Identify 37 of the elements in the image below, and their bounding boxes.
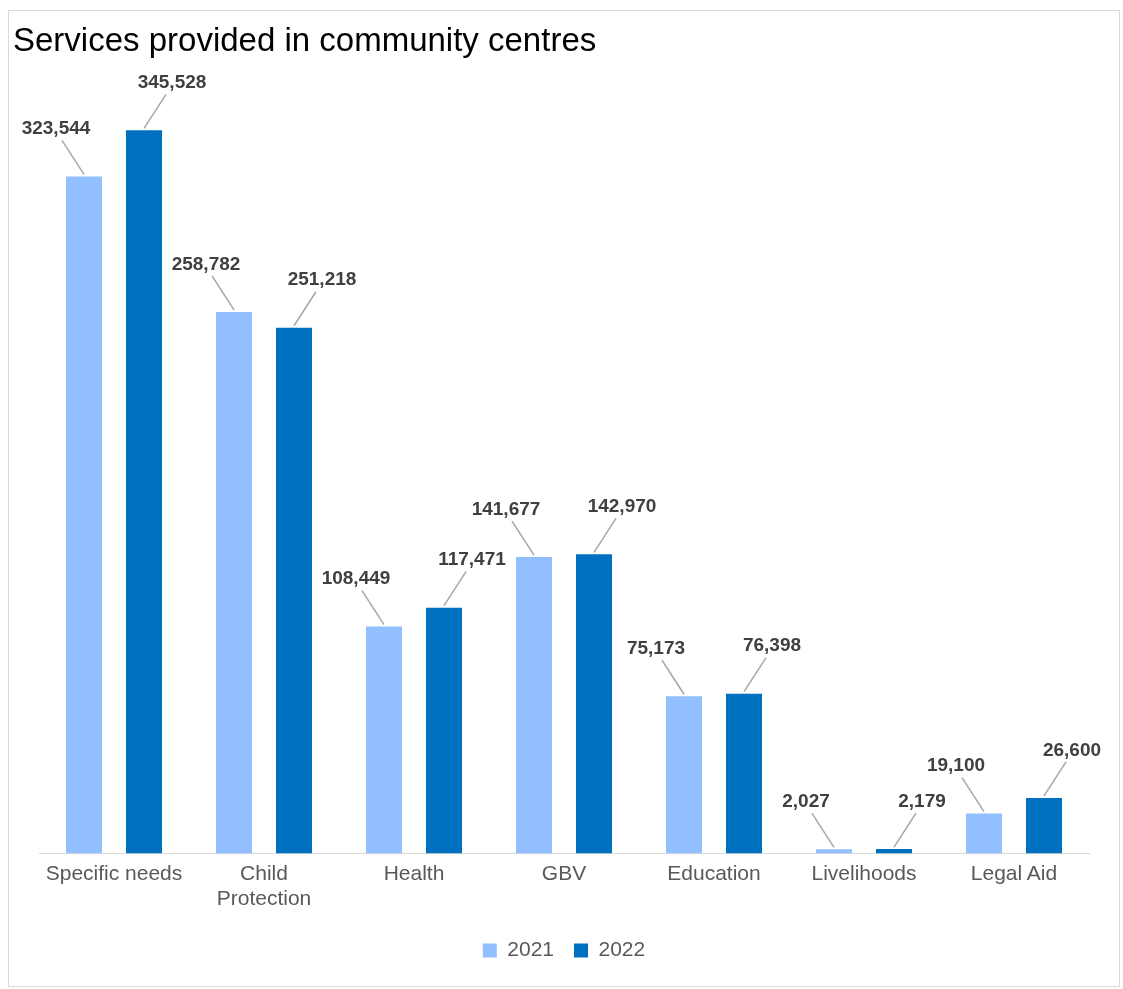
bar <box>666 696 702 854</box>
data-label: 141,677 <box>471 497 541 519</box>
bar <box>1026 797 1062 854</box>
x-tick-label: Livelihoods <box>811 861 917 884</box>
data-label: 117,471 <box>438 548 507 570</box>
data-label: 76,398 <box>742 634 802 656</box>
data-label: 75,173 <box>626 636 686 658</box>
x-tick-label: Child Protection <box>216 861 312 910</box>
bar <box>966 813 1002 854</box>
x-tick-label: Education <box>667 861 761 884</box>
data-label: 142,970 <box>587 495 657 517</box>
data-label: 19,100 <box>926 754 986 776</box>
data-label: 108,449 <box>321 567 391 589</box>
bar <box>516 557 552 854</box>
bar <box>726 693 762 854</box>
bar <box>216 311 252 854</box>
x-tick-label: GBV <box>541 861 587 884</box>
bar <box>66 176 102 854</box>
x-tick-label: Health <box>383 861 445 884</box>
bar <box>816 849 852 854</box>
bar <box>366 626 402 854</box>
bar <box>126 130 162 854</box>
data-label: 258,782 <box>171 252 241 274</box>
data-label: 251,218 <box>287 268 357 290</box>
chart-title: Services provided in community centres <box>13 21 597 59</box>
legend-label: 2021 <box>507 937 554 961</box>
bar <box>276 327 312 854</box>
bar <box>426 607 462 854</box>
data-label: 345,528 <box>137 71 207 93</box>
bar <box>576 554 612 854</box>
data-label: 323,544 <box>21 117 91 139</box>
x-tick-label: Specific needs <box>45 861 183 884</box>
data-label: 2,179 <box>898 789 946 811</box>
legend-label: 2022 <box>598 937 646 961</box>
x-tick-label: Legal Aid <box>970 861 1058 884</box>
data-label: 26,600 <box>1042 738 1102 760</box>
data-label: 2,027 <box>782 790 830 812</box>
